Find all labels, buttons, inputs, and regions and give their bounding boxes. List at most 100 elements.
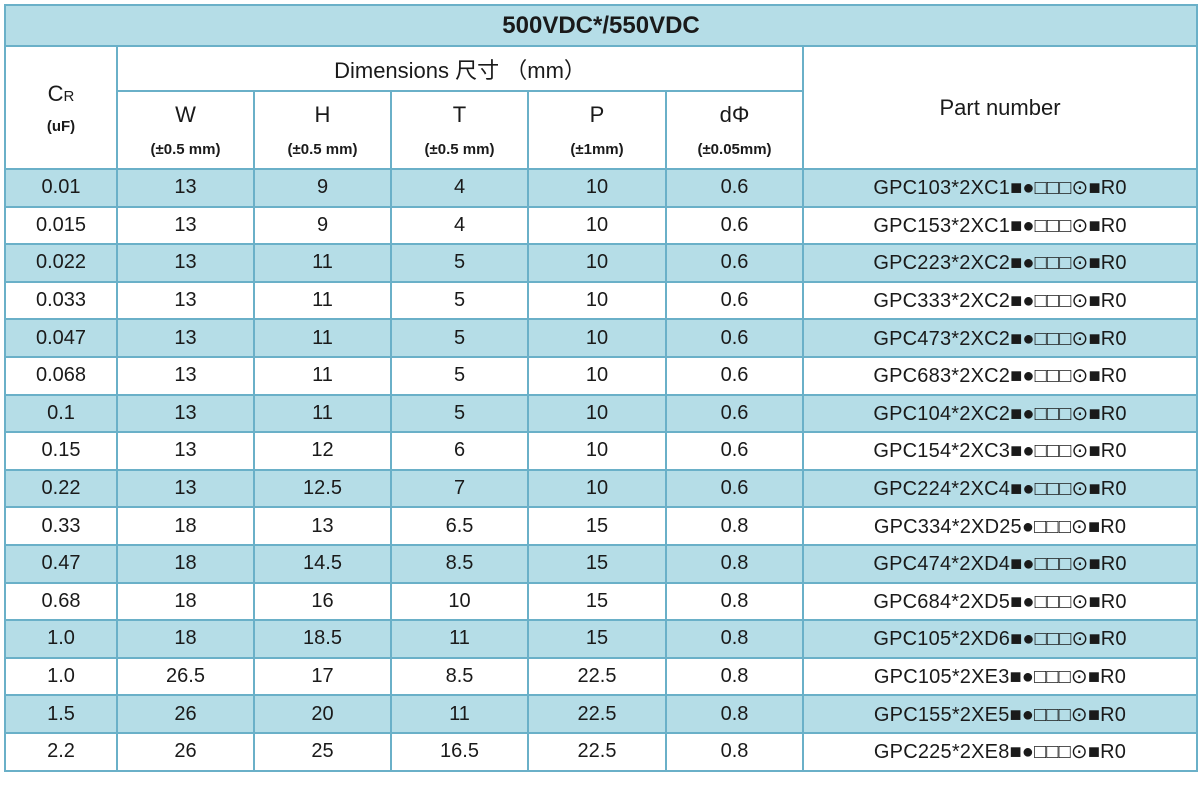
capacitance-cell: 1.0 bbox=[4, 656, 118, 697]
width-cell: 13 bbox=[116, 280, 255, 321]
table-body: 0.01 13 9 4 10 0.6 GPC103*2XC1■●□□□⊙■R0 0.01 5 13… bbox=[4, 168, 1199, 772]
width-cell: 13 bbox=[116, 205, 255, 246]
capacitance-cell: 0.068 bbox=[4, 355, 118, 396]
width-cell: 18 bbox=[116, 619, 255, 659]
capacitance-cell: 1.5 bbox=[4, 694, 118, 734]
lead-diameter-cell: 0.6 bbox=[665, 355, 804, 396]
capacitance-cell: 0.033 bbox=[4, 280, 118, 321]
width-cell: 13 bbox=[116, 393, 255, 434]
pitch-cell: 10 bbox=[527, 468, 667, 509]
table-row: 1.0 18 18.5 11 15 0.8 GPC105*2XD6■●□□□⊙■R0 bbox=[4, 619, 1199, 659]
part-number-cell: GPC224*2XC4■●□□□⊙■R0 bbox=[801, 468, 1199, 509]
width-cell: 18 bbox=[116, 506, 255, 546]
width-cell: 13 bbox=[116, 468, 255, 509]
pitch-cell: 22.5 bbox=[527, 656, 667, 697]
part-number-header: Part number bbox=[801, 45, 1199, 170]
width-cell: 13 bbox=[116, 431, 255, 471]
thickness-cell: 10 bbox=[390, 581, 529, 622]
pitch-cell: 10 bbox=[527, 355, 667, 396]
lead-diameter-cell: 0.8 bbox=[665, 694, 804, 734]
height-cell: 14.5 bbox=[253, 543, 392, 584]
part-number-cell: GPC473*2XC2■●□□□⊙■R0 bbox=[801, 318, 1199, 358]
capacitance-cell: 0.01 bbox=[4, 168, 118, 208]
column-tolerance: (±0.5 mm) bbox=[424, 141, 495, 158]
thickness-cell: 5 bbox=[390, 355, 529, 396]
pitch-cell: 10 bbox=[527, 431, 667, 471]
pitch-cell: 10 bbox=[527, 243, 667, 283]
column-header-t: T (±0.5 mm) bbox=[390, 90, 529, 170]
lead-diameter-cell: 0.6 bbox=[665, 468, 804, 509]
lead-diameter-cell: 0.6 bbox=[665, 243, 804, 283]
column-tolerance: (±0.5 mm) bbox=[150, 141, 221, 158]
capacitance-unit: (uF) bbox=[46, 117, 76, 135]
column-name: H bbox=[314, 102, 331, 127]
column-header-w: W (±0.5 mm) bbox=[116, 90, 255, 170]
height-cell: 12 bbox=[253, 431, 392, 471]
lead-diameter-cell: 0.6 bbox=[665, 168, 804, 208]
pitch-cell: 10 bbox=[527, 168, 667, 208]
pitch-cell: 15 bbox=[527, 543, 667, 584]
part-number-cell: GPC155*2XE5■●□□□⊙■R0 bbox=[801, 694, 1199, 734]
lead-diameter-cell: 0.6 bbox=[665, 318, 804, 358]
thickness-cell: 5 bbox=[390, 393, 529, 434]
table-row: 0.15 13 12 6 10 0.6 GPC154*2XC3■●□□□⊙■R0 bbox=[4, 431, 1199, 471]
thickness-cell: 6 bbox=[390, 431, 529, 471]
part-number-cell: GPC104*2XC2■●□□□⊙■R0 bbox=[801, 393, 1199, 434]
table-row: 0.022 13 11 5 10 0.6 GPC223*2XC2■●□□□⊙■R0 bbox=[4, 243, 1199, 283]
height-cell: 11 bbox=[253, 355, 392, 396]
pitch-cell: 10 bbox=[527, 280, 667, 321]
lead-diameter-cell: 0.8 bbox=[665, 543, 804, 584]
column-tolerance: (±0.05mm) bbox=[697, 141, 772, 158]
table-row: 1.0 26.5 17 8.5 22.5 0.8 GPC105*2XE3■●□□□⊙■R0 bbox=[4, 656, 1199, 697]
lead-diameter-cell: 0.6 bbox=[665, 205, 804, 246]
height-cell: 9 bbox=[253, 168, 392, 208]
table-row: 2.2 26 25 16.5 22.5 0.8 GPC225*2XE8■●□□□⊙■R0 bbox=[4, 731, 1199, 772]
part-number-cell: GPC153*2XC1■●□□□⊙■R0 bbox=[801, 205, 1199, 246]
capacitance-cell: 0.22 bbox=[4, 468, 118, 509]
capacitance-header: CR (uF) bbox=[4, 45, 118, 170]
width-cell: 13 bbox=[116, 168, 255, 208]
height-cell: 13 bbox=[253, 506, 392, 546]
pitch-cell: 22.5 bbox=[527, 694, 667, 734]
column-name: P bbox=[589, 102, 605, 127]
table-row: 0.033 13 11 5 10 0.6 GPC333*2XC2■●□□□⊙■R0 bbox=[4, 280, 1199, 321]
lead-diameter-cell: 0.8 bbox=[665, 731, 804, 772]
width-cell: 13 bbox=[116, 355, 255, 396]
thickness-cell: 7 bbox=[390, 468, 529, 509]
part-number-cell: GPC334*2XD25●□□□⊙■R0 bbox=[801, 506, 1199, 546]
table-row: 0.1 13 11 5 10 0.6 GPC104*2XC2■●□□□⊙■R0 bbox=[4, 393, 1199, 434]
part-number-cell: GPC683*2XC2■●□□□⊙■R0 bbox=[801, 355, 1199, 396]
height-cell: 9 bbox=[253, 205, 392, 246]
thickness-cell: 16.5 bbox=[390, 731, 529, 772]
part-number-cell: GPC105*2XD6■●□□□⊙■R0 bbox=[801, 619, 1199, 659]
pitch-cell: 22.5 bbox=[527, 731, 667, 772]
column-name: T bbox=[452, 102, 467, 127]
height-cell: 18.5 bbox=[253, 619, 392, 659]
height-cell: 20 bbox=[253, 694, 392, 734]
column-header-d: dΦ (±0.05mm) bbox=[665, 90, 804, 170]
height-cell: 17 bbox=[253, 656, 392, 697]
capacitance-cell: 0.68 bbox=[4, 581, 118, 622]
thickness-cell: 4 bbox=[390, 205, 529, 246]
capacitance-symbol: C bbox=[47, 80, 64, 106]
width-cell: 13 bbox=[116, 243, 255, 283]
part-number-cell: GPC333*2XC2■●□□□⊙■R0 bbox=[801, 280, 1199, 321]
lead-diameter-cell: 0.6 bbox=[665, 393, 804, 434]
column-name: dΦ bbox=[719, 102, 750, 127]
table-row: 0.01 13 9 4 10 0.6 GPC103*2XC1■●□□□⊙■R0 bbox=[4, 168, 1199, 208]
height-cell: 12.5 bbox=[253, 468, 392, 509]
width-cell: 26 bbox=[116, 731, 255, 772]
thickness-cell: 8.5 bbox=[390, 543, 529, 584]
part-number-cell: GPC223*2XC2■●□□□⊙■R0 bbox=[801, 243, 1199, 283]
table-row: 0.47 18 14.5 8.5 15 0.8 GPC474*2XD4■●□□□⊙■R0 bbox=[4, 543, 1199, 584]
column-header-h: H (±0.5 mm) bbox=[253, 90, 392, 170]
capacitance-cell: 0.15 bbox=[4, 431, 118, 471]
dimensions-header: Dimensions 尺寸 （mm） bbox=[116, 45, 804, 92]
thickness-cell: 4 bbox=[390, 168, 529, 208]
table-row: 0.33 18 13 6.5 15 0.8 GPC334*2XD25●□□□⊙■R0 bbox=[4, 506, 1199, 546]
column-header-p: P (±1mm) bbox=[527, 90, 667, 170]
height-cell: 11 bbox=[253, 318, 392, 358]
pitch-cell: 15 bbox=[527, 619, 667, 659]
capacitance-cell: 0.1 bbox=[4, 393, 118, 434]
capacitance-cell: 0.022 bbox=[4, 243, 118, 283]
